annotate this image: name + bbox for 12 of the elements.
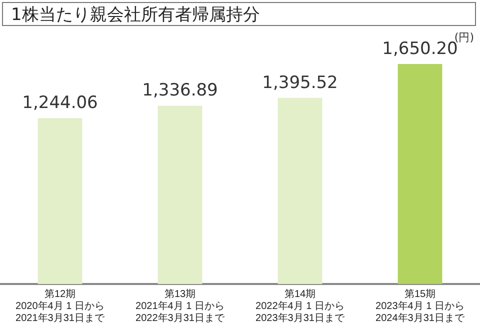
x-tick-label: 第12期 2020年4月 1 日から 2021年3月31日まで bbox=[16, 288, 106, 324]
data-label: 1,244.06 bbox=[22, 93, 98, 114]
bar bbox=[38, 118, 82, 284]
bar bbox=[158, 106, 202, 284]
x-tick-label: 第13期 2021年4月 1 日から 2022年3月31日まで bbox=[136, 288, 226, 324]
bar bbox=[398, 64, 442, 284]
x-tick-label: 第14期 2022年4月 1 日から 2023年3月31日まで bbox=[256, 288, 346, 324]
x-tick-label: 第15期 2023年4月 1 日から 2024年3月31日まで bbox=[376, 288, 466, 324]
bar bbox=[278, 98, 322, 284]
data-label: 1,336.89 bbox=[142, 80, 218, 101]
data-label: 1,395.52 bbox=[262, 72, 338, 93]
chart-title: 1株当たり親会社所有者帰属持分 bbox=[2, 2, 476, 26]
